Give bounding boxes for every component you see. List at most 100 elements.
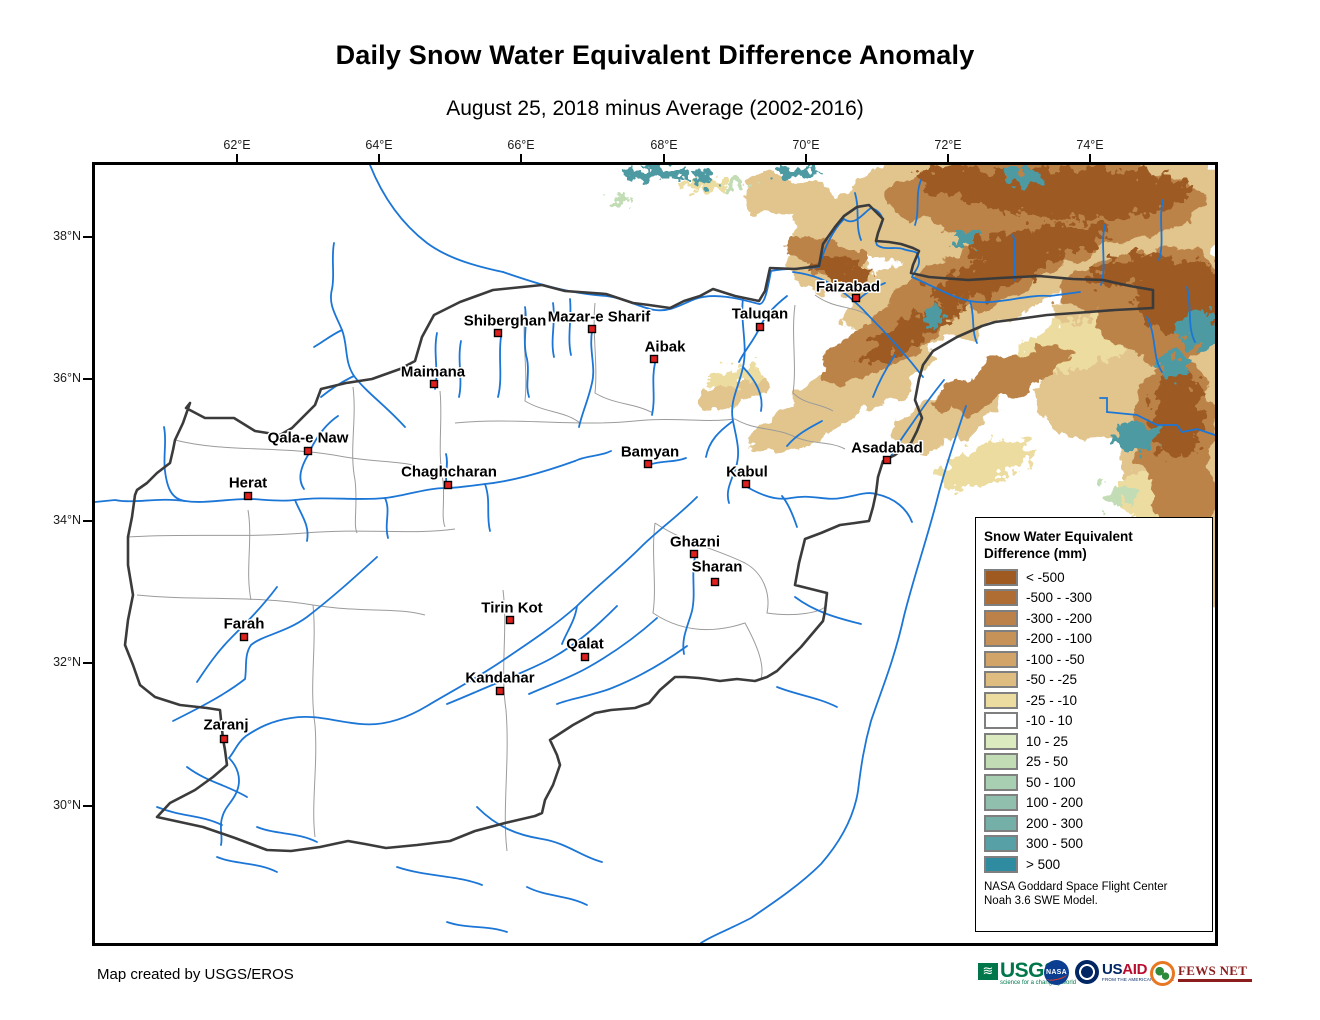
city-label: Kandahar [465, 670, 534, 687]
left-tick [83, 236, 92, 238]
city-marker [643, 459, 653, 469]
left-tick [83, 805, 92, 807]
left-tick-label: 38°N [53, 229, 81, 243]
city-label: Mazar-e Sharif [548, 309, 652, 326]
legend-label: 200 - 300 [1026, 815, 1084, 831]
legend-swatch [984, 814, 1018, 832]
city-marker [649, 354, 659, 364]
city-labels: Faizabad Taluqan Mazar-e Sharif Aibak Shiber… [202, 277, 924, 735]
legend-label: 25 - 50 [1026, 754, 1069, 769]
city-marker [851, 293, 861, 303]
legend-swatch [984, 671, 1018, 688]
city-label: Kabul [726, 464, 768, 481]
footer-logos: ≋ USGS science for a changing world NASA… [978, 955, 1252, 999]
legend-row: 300 - 500 [984, 835, 1204, 853]
top-tick-label: 70°E [792, 138, 820, 152]
city-label: Farah [224, 616, 265, 633]
legend-swatch [984, 650, 1018, 668]
city-marker [495, 686, 505, 696]
usaid-seal-icon [1075, 960, 1099, 984]
top-tick-label: 62°E [223, 138, 251, 152]
legend-note: NASA Goddard Space Flight Center Noah 3.… [984, 881, 1168, 907]
nasa-logo: NASA [1044, 960, 1069, 985]
top-tick [663, 154, 665, 163]
usaid-tagline: FROM THE AMERICAN PEOPLE [1102, 976, 1175, 982]
city-label: Faizabad [816, 279, 880, 296]
legend-items: < -500 -500 - -300 -300 - -200 -200 - -100 -… [984, 568, 1204, 873]
fewsnet-logo: FEWS NET [1150, 961, 1252, 986]
province-boundaries [127, 294, 871, 852]
legend-row: > 500 [984, 855, 1204, 873]
legend-row: -100 - -50 [984, 650, 1204, 668]
city-marker [239, 632, 249, 642]
left-tick [83, 378, 92, 380]
legend-swatch [984, 732, 1018, 750]
legend-row: 200 - 300 [984, 814, 1204, 832]
city-marker [429, 379, 439, 389]
legend-swatch [984, 753, 1018, 770]
city-label: Aibak [645, 339, 687, 356]
page-title: Daily Snow Water Equivalent Difference A… [335, 40, 975, 70]
usgs-logo: ≋ USGS science for a changing world [978, 959, 1076, 987]
top-tick [378, 154, 380, 163]
legend-swatch [984, 589, 1018, 606]
country-border [123, 203, 1155, 853]
legend-row: 100 - 200 [984, 794, 1204, 812]
top-tick [947, 154, 949, 163]
legend-swatch [984, 568, 1018, 586]
legend-label: -100 - -50 [1026, 651, 1085, 667]
city-label: Ghazni [670, 534, 720, 551]
city-marker [505, 615, 515, 625]
legend-label: -500 - -300 [1026, 590, 1093, 605]
left-tick-label: 32°N [53, 655, 81, 669]
fewsnet-globe-icon [1150, 961, 1175, 986]
legend-label: 100 - 200 [1026, 795, 1084, 810]
city-label: Maimana [401, 364, 466, 381]
city-label: Zaranj [203, 717, 248, 734]
city-marker [710, 577, 720, 587]
top-tick [805, 154, 807, 163]
city-marker [443, 480, 453, 490]
city-marker [243, 491, 253, 501]
legend-swatch [984, 691, 1018, 709]
legend-row: -50 - -25 [984, 671, 1204, 689]
city-label: Taluqan [732, 306, 788, 323]
legend-row: -10 - 10 [984, 712, 1204, 730]
legend-label: -10 - 10 [1026, 713, 1073, 728]
usgs-wordmark: USGS [1000, 959, 1058, 982]
city-marker [303, 446, 313, 456]
page-subtitle: August 25, 2018 minus Average (2002-2016… [446, 97, 864, 120]
city-label: Qalat [566, 636, 604, 653]
top-tick-label: 68°E [650, 138, 678, 152]
city-label: Tirin Kot [481, 600, 542, 617]
legend-row: -300 - -200 [984, 609, 1204, 627]
legend-row: 25 - 50 [984, 753, 1204, 771]
legend-label: -200 - -100 [1026, 631, 1093, 646]
legend-label: > 500 [1026, 856, 1061, 872]
city-label: Asadabad [851, 440, 923, 457]
city-marker [755, 322, 765, 332]
legend-swatch [984, 630, 1018, 647]
top-tick-label: 64°E [365, 138, 393, 152]
legend-swatch [984, 609, 1018, 627]
top-tick-label: 66°E [507, 138, 535, 152]
legend-title: Snow Water Equivalent Difference (mm) [984, 529, 1133, 561]
city-marker [741, 479, 751, 489]
top-tick [236, 154, 238, 163]
city-marker [219, 734, 229, 744]
map-canvas: Faizabad Taluqan Mazar-e Sharif Aibak Shiber… [95, 165, 1215, 943]
city-label: Sharan [692, 559, 743, 576]
legend-row: -25 - -10 [984, 691, 1204, 709]
city-label: Chaghcharan [401, 464, 497, 481]
city-label: Bamyan [621, 444, 679, 461]
city-marker [882, 455, 892, 465]
usaid-logo: USAID FROM THE AMERICAN PEOPLE [1075, 960, 1174, 984]
legend: Snow Water Equivalent Difference (mm) < … [975, 517, 1213, 932]
top-tick [1089, 154, 1091, 163]
legend-row: < -500 [984, 568, 1204, 586]
legend-label: < -500 [1026, 569, 1065, 585]
city-markers [219, 293, 892, 744]
fewsnet-wordmark: FEWS NET [1178, 962, 1248, 978]
left-tick [83, 662, 92, 664]
legend-row: 50 - 100 [984, 773, 1204, 791]
